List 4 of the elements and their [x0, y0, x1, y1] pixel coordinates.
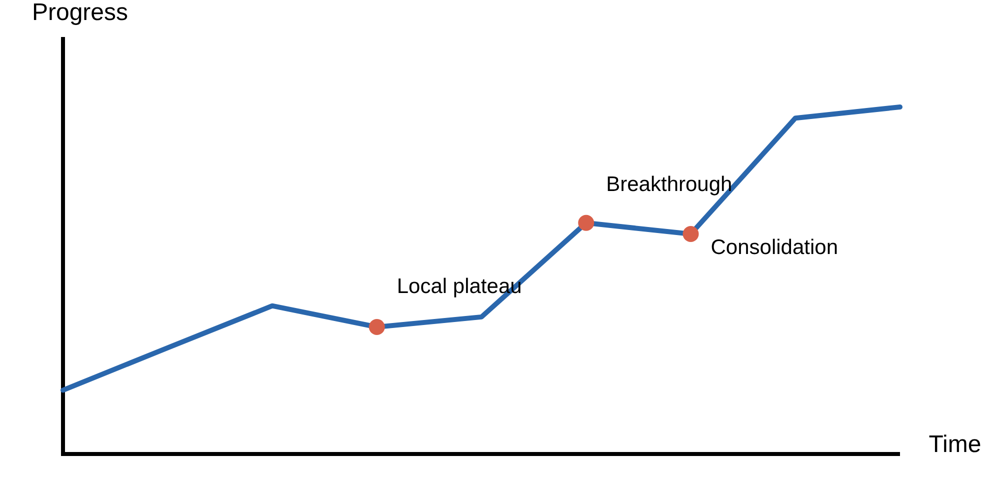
annotation: Breakthrough: [606, 172, 732, 196]
y-axis-title: Progress: [32, 0, 128, 26]
x-axis-title: Time: [928, 431, 982, 458]
annotation: Consolidation: [710, 236, 838, 259]
